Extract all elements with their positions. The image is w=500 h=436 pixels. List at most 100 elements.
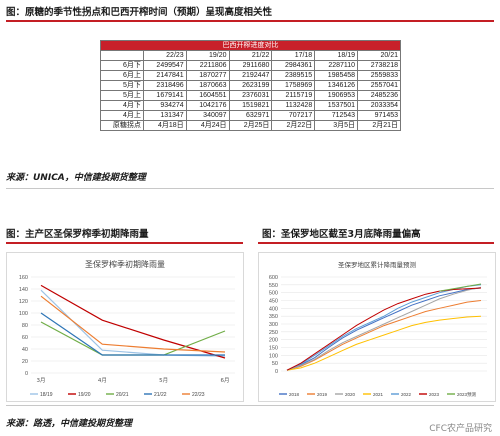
table-cell: 1679141 [142, 90, 187, 101]
table-cell: 340097 [185, 110, 230, 121]
legend-label: 2023预测 [457, 391, 477, 398]
table-cell: 2318496 [142, 80, 187, 91]
row-label: 6月下 [100, 60, 144, 71]
y-tick-label: 60 [22, 335, 28, 341]
y-tick-label: 100 [19, 311, 28, 317]
legend-label: 2020 [345, 392, 356, 397]
table-cell: 2485236 [357, 90, 401, 101]
col-header: 20/21 [357, 50, 401, 61]
table-row: 5月下 2318496 1870663 2623199 1758969 1346126 25… [100, 80, 401, 91]
table-cell: 2033354 [357, 100, 401, 111]
divider [6, 188, 494, 189]
left-rule [6, 242, 243, 244]
table-corner [100, 50, 144, 61]
table-cell: 1870277 [185, 70, 230, 81]
x-tick-label: 5月 [159, 377, 168, 384]
table-cell: 1537501 [314, 100, 359, 111]
table-cell: 1758969 [271, 80, 316, 91]
legend-label: 2019 [317, 392, 328, 397]
table-cell: 3月5日 [314, 120, 359, 131]
legend-label: 2023 [429, 392, 440, 397]
y-tick-label: 50 [272, 361, 278, 367]
table-row: 原糖拐点 4月18日 4月24日 2月25日 2月22日 3月5日 2月21日 [100, 120, 401, 131]
table-cell: 712543 [314, 110, 359, 121]
col-header: 18/19 [314, 50, 359, 61]
table-cell: 4月18日 [142, 120, 187, 131]
y-tick-label: 120 [19, 299, 28, 305]
table-cell: 1519821 [228, 100, 273, 111]
col-header: 22/23 [142, 50, 187, 61]
table-cell: 1604551 [185, 90, 230, 101]
right-chart-frame: 圣保罗地区累计降雨量预测 0 50 100 150 200 250 300 350 400 450 5… [258, 252, 496, 402]
table-cell: 2738218 [357, 60, 401, 71]
table-cell: 1132428 [271, 100, 316, 111]
table-cell: 2559833 [357, 70, 401, 81]
legend-label: 19/20 [78, 392, 91, 398]
x-tick-label: 4月 [98, 377, 107, 384]
table-cell: 1042176 [185, 100, 230, 111]
table-cell: 2911680 [228, 60, 273, 71]
y-tick-label: 600 [269, 275, 278, 281]
table-row: 6月上 2147841 1870277 2192447 2389515 1985458 25… [100, 70, 401, 81]
table-cell: 2月21日 [357, 120, 401, 131]
legend-label: 20/21 [116, 392, 129, 398]
legend-label: 18/19 [40, 392, 53, 398]
col-header: 17/18 [271, 50, 316, 61]
y-tick-label: 350 [269, 314, 278, 320]
series-line [286, 284, 482, 371]
section2-source: 来源：路透，中信建投期货整理 [6, 419, 133, 429]
x-tick-label: 3月 [37, 377, 46, 384]
section1-source: 来源：UNICA，中信建投期货整理 [6, 173, 146, 183]
y-tick-label: 0 [275, 369, 278, 375]
section2-right-title: 图：圣保罗地区截至3月底降雨量偏高 [262, 229, 421, 240]
y-tick-label: 450 [269, 299, 278, 305]
y-tick-label: 400 [269, 306, 278, 312]
table-cell: 934274 [142, 100, 187, 111]
series-line [40, 295, 226, 353]
row-label: 4月上 [100, 110, 144, 121]
y-tick-label: 20 [22, 359, 28, 365]
x-tick-label: 6月 [221, 377, 230, 384]
table-title: 巴西开榨进度对比 [100, 40, 401, 51]
series-line [286, 287, 482, 371]
table-cell: 2147841 [142, 70, 187, 81]
chart-title: 圣保罗榨季初期降雨量 [85, 259, 165, 269]
legend-label: 2018 [289, 392, 300, 397]
series-line [439, 283, 482, 292]
rainfall-chart: 圣保罗榨季初期降雨量 0 20 40 60 80 100 120 140 160 3月 4月 5月 6月 1… [19, 259, 235, 398]
table-cell: 1870663 [185, 80, 230, 91]
legend-label: 2021 [373, 392, 384, 397]
table-cell: 2984361 [271, 60, 316, 71]
col-header: 19/20 [185, 50, 230, 61]
row-label: 6月上 [100, 70, 144, 81]
table-cell: 2557041 [357, 80, 401, 91]
chart-title: 圣保罗地区累计降雨量预测 [338, 260, 417, 269]
legend-label: 22/23 [192, 392, 205, 398]
cumulative-rainfall-chart: 圣保罗地区累计降雨量预测0501001502002503003504004505… [269, 260, 487, 398]
table-cell: 2192447 [228, 70, 273, 81]
table-cell: 4月24日 [185, 120, 230, 131]
table-cell: 2月25日 [228, 120, 273, 131]
table-row: 4月下 934274 1042176 1519821 1132428 1537501 203… [100, 100, 401, 111]
section2-left-title: 图：主产区圣保罗榨季初期降雨量 [6, 229, 149, 240]
y-tick-label: 100 [269, 353, 278, 359]
row-label: 原糖拐点 [100, 120, 144, 131]
table-row: 4月上 131347 340097 632971 707217 712543 971453 [100, 110, 401, 121]
table-cell: 2287110 [314, 60, 359, 71]
table-cell: 632971 [228, 110, 273, 121]
section1-rule [6, 20, 494, 22]
table-cell: 2376031 [228, 90, 273, 101]
table-cell: 131347 [142, 110, 187, 121]
table-cell: 2211806 [185, 60, 230, 71]
row-label: 5月下 [100, 80, 144, 91]
y-tick-label: 500 [269, 291, 278, 297]
table-cell: 2115719 [271, 90, 316, 101]
row-label: 5月上 [100, 90, 144, 101]
table-cell: 1346126 [314, 80, 359, 91]
table-row: 6月下 2499547 2211806 2911680 2984361 2287110 27… [100, 60, 401, 71]
table-cell: 1985458 [314, 70, 359, 81]
table-cell: 1906953 [314, 90, 359, 101]
y-tick-label: 250 [269, 330, 278, 336]
y-tick-label: 300 [269, 322, 278, 328]
left-chart-frame: 圣保罗榨季初期降雨量 0 20 40 60 80 100 120 140 160 3月 4月 5月 6月 1… [6, 252, 244, 402]
